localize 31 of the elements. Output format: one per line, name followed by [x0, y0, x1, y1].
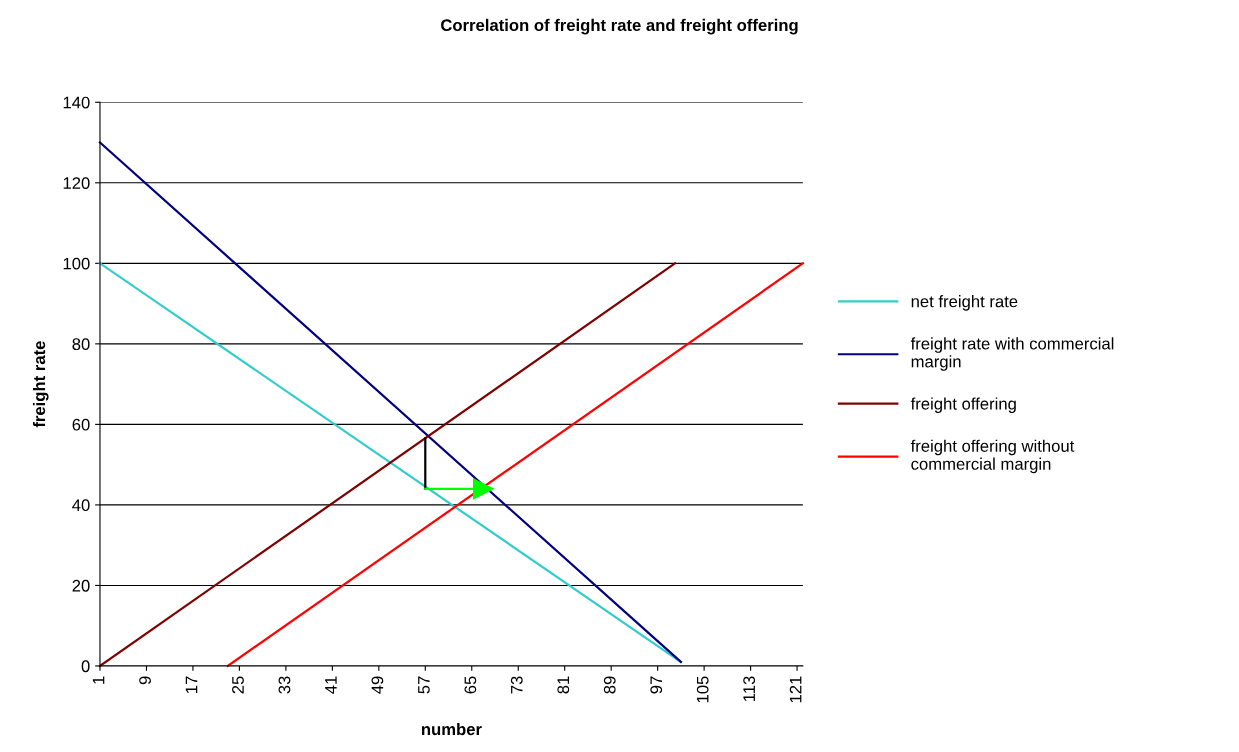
x-axis-title: number — [421, 722, 482, 736]
y-tick-label: 120 — [63, 177, 90, 189]
y-tick-label: 0 — [81, 660, 90, 673]
x-tick-label: 73 — [510, 676, 523, 694]
legend-label: freight rate with commercial margin — [910, 337, 1114, 371]
x-tick-label: 121 — [789, 676, 802, 703]
y-tick-label: 80 — [72, 338, 90, 351]
x-tick-label: 17 — [185, 676, 198, 693]
x-tick-label: 89 — [603, 676, 616, 694]
x-tick-label: 81 — [557, 676, 570, 694]
x-tick-label: 41 — [325, 676, 337, 694]
y-tick-label: 60 — [72, 418, 90, 431]
x-tick-label: 1 — [92, 676, 105, 684]
legend-label: net freight rate — [911, 295, 1018, 311]
y-tick-label: 140 — [63, 96, 90, 109]
x-tick-label: 33 — [278, 676, 291, 694]
legend-label: freight offering without commercial margin — [910, 439, 1075, 474]
x-tick-label: 57 — [418, 676, 430, 694]
x-tick-label: 97 — [650, 676, 663, 694]
x-tick-label: 113 — [743, 676, 756, 701]
x-tick-label: 25 — [232, 676, 244, 694]
x-tick-label: 105 — [696, 676, 709, 703]
y-tick-label: 100 — [63, 257, 90, 270]
x-tick-label: 9 — [139, 676, 151, 685]
legend-label: freight offering — [910, 397, 1016, 413]
y-axis-title: freight rate — [32, 341, 49, 428]
x-tick-label: 49 — [371, 676, 384, 694]
x-tick-label: 65 — [464, 676, 477, 694]
chart-title: Correlation of freight rate and freight offering — [441, 18, 798, 35]
y-tick-label: 20 — [72, 579, 90, 592]
y-tick-label: 40 — [72, 499, 90, 512]
